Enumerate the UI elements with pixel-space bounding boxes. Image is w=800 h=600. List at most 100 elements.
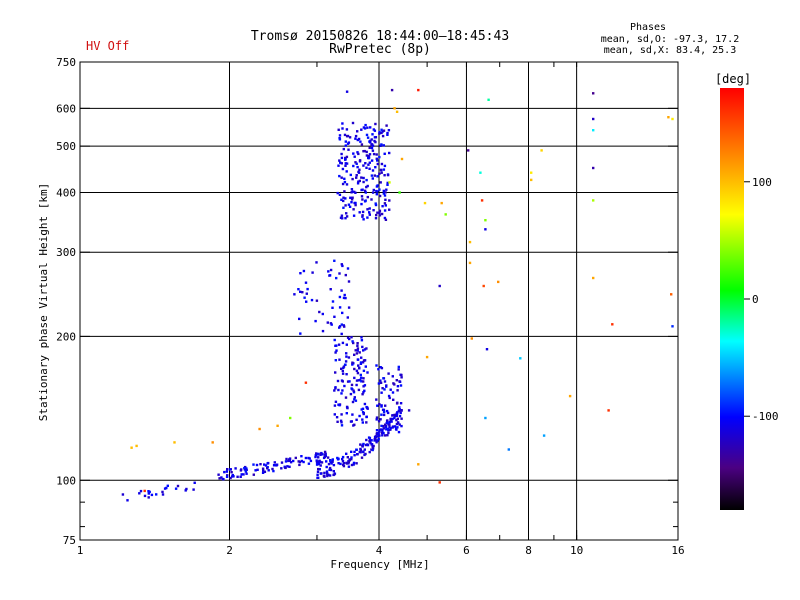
y-axis-label: Stationary phase Virtual Height [km] (37, 183, 50, 421)
data-point (345, 170, 348, 173)
data-point (372, 188, 375, 192)
data-point (284, 460, 288, 463)
data-point (400, 376, 403, 379)
data-point (395, 422, 399, 426)
data-point (382, 413, 386, 417)
data-point (378, 188, 381, 191)
data-point (143, 494, 147, 498)
data-point (355, 352, 359, 355)
data-point (336, 191, 339, 195)
data-point (377, 438, 380, 441)
data-point (366, 371, 369, 374)
data-point (380, 162, 384, 166)
data-point (388, 151, 391, 155)
data-point (345, 212, 348, 215)
data-point (400, 157, 404, 161)
data-point (378, 214, 382, 217)
data-point (355, 176, 358, 179)
data-point (363, 348, 367, 351)
data-point (244, 470, 247, 473)
data-point (542, 434, 546, 437)
data-point (329, 459, 332, 463)
data-point (363, 359, 366, 362)
data-point (338, 325, 342, 328)
data-point (667, 116, 670, 119)
data-point (380, 143, 383, 146)
data-point (308, 457, 311, 460)
data-point (354, 349, 357, 352)
data-point (344, 360, 348, 363)
data-point (381, 205, 384, 208)
data-point (372, 209, 375, 212)
data-point (359, 361, 363, 364)
data-point (365, 178, 368, 182)
data-point (121, 493, 125, 496)
data-point (382, 410, 386, 414)
y-tick-label: 200 (56, 330, 76, 343)
x-tick-label: 2 (226, 544, 233, 557)
data-point (383, 216, 387, 220)
data-point (297, 288, 300, 291)
data-point (239, 475, 242, 478)
data-point (361, 421, 364, 424)
data-point (316, 453, 320, 456)
data-point (353, 454, 356, 457)
data-point (371, 448, 374, 452)
data-point (351, 388, 354, 391)
data-point (356, 138, 359, 142)
data-point (337, 388, 340, 392)
data-point (254, 469, 257, 472)
data-point (400, 409, 403, 412)
data-point (530, 178, 533, 182)
data-point (384, 204, 387, 207)
data-point (226, 474, 229, 477)
data-point (353, 376, 356, 380)
data-point (341, 369, 344, 373)
data-point (329, 322, 333, 325)
data-point (261, 471, 265, 474)
data-point (378, 434, 381, 437)
data-point (271, 467, 274, 471)
data-point (335, 416, 339, 419)
data-point (396, 412, 399, 415)
data-point (245, 472, 248, 475)
data-point (245, 468, 248, 472)
data-point (362, 385, 365, 388)
data-point (329, 468, 333, 472)
data-point (497, 280, 500, 284)
data-point (397, 430, 401, 434)
data-point (358, 160, 362, 163)
data-point (380, 413, 383, 416)
data-point (317, 456, 320, 459)
data-point (147, 492, 150, 495)
data-point (417, 463, 420, 466)
data-point (332, 473, 336, 476)
data-point (380, 366, 384, 370)
data-point (280, 467, 283, 470)
data-point (396, 385, 400, 388)
data-point (382, 377, 385, 380)
data-point (344, 217, 347, 220)
data-point (371, 445, 374, 448)
data-point (135, 444, 138, 448)
data-point (395, 428, 398, 431)
data-point (327, 473, 330, 477)
data-point (368, 207, 371, 210)
data-point (356, 453, 359, 456)
data-point (343, 363, 347, 366)
data-point (315, 299, 319, 302)
data-point (385, 428, 388, 431)
data-point (368, 161, 371, 164)
data-point (334, 359, 337, 362)
data-point (353, 155, 356, 158)
data-point (363, 448, 366, 451)
data-point (383, 194, 387, 197)
data-point (340, 263, 343, 266)
data-point (375, 439, 378, 442)
data-point (356, 349, 359, 352)
data-point (342, 462, 346, 465)
data-point (386, 411, 390, 415)
data-point (361, 215, 364, 218)
data-point (331, 458, 334, 461)
data-point (357, 180, 360, 183)
